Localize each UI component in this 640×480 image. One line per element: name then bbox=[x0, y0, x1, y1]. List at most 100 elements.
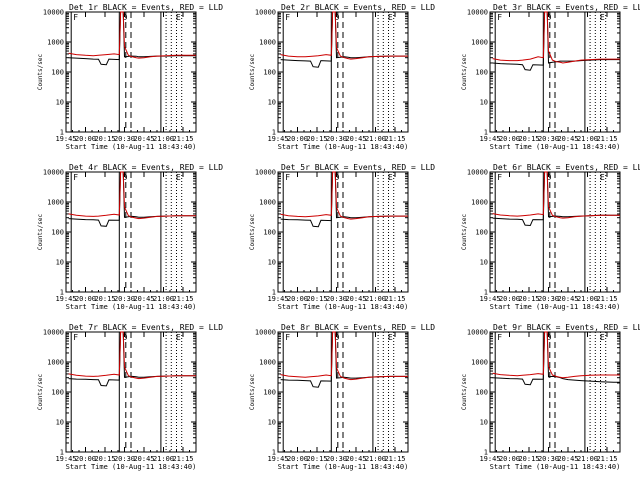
y-tick-label: 1000 bbox=[471, 199, 488, 207]
y-tick-label: 10 bbox=[480, 419, 488, 427]
x-tick-label: 20:30 bbox=[326, 295, 347, 303]
flag-mark: E bbox=[388, 173, 393, 182]
x-tick-label: 19:45 bbox=[479, 455, 500, 463]
x-tick-label: 20:30 bbox=[326, 455, 347, 463]
flag-mark: F bbox=[73, 173, 78, 182]
y-tick-label: 10000 bbox=[43, 9, 64, 17]
series-line-lld bbox=[492, 171, 620, 219]
flag-mark: F bbox=[73, 13, 78, 22]
y-tick-label: 1000 bbox=[471, 359, 488, 367]
x-axis-title: Start Time (10-Aug-11 18:43:40) bbox=[66, 463, 197, 471]
x-tick-label: 19:45 bbox=[55, 295, 76, 303]
series-line-lld bbox=[68, 331, 196, 380]
y-tick-label: 100 bbox=[51, 69, 64, 77]
chart-panel-9: Det 9r BLACK = Events, RED = LLD 1 10 100 10… bbox=[461, 323, 640, 471]
series-line-lld bbox=[492, 11, 620, 64]
chart-title: Det 1r BLACK = Events, RED = LLD bbox=[69, 3, 223, 12]
y-tick-label: 100 bbox=[51, 389, 64, 397]
y-tick-label: 100 bbox=[475, 69, 488, 77]
x-tick-label: 19:45 bbox=[55, 135, 76, 143]
y-axis-title: Counts/sec bbox=[249, 374, 256, 411]
chart-panel-7: Det 7r BLACK = Events, RED = LLD 1 10 100 10… bbox=[37, 323, 223, 471]
flag-mark: D bbox=[123, 13, 128, 22]
flag-mark: F bbox=[285, 173, 290, 182]
x-tick-label: 21:00 bbox=[365, 135, 386, 143]
y-axis-title: Counts/sec bbox=[37, 374, 44, 411]
y-tick-label: 1000 bbox=[47, 199, 64, 207]
flag-mark: D bbox=[547, 333, 552, 342]
flag-mark: D bbox=[123, 333, 128, 342]
chart-panel-4: Det 4r BLACK = Events, RED = LLD 1 10 100 10… bbox=[37, 163, 223, 311]
x-tick-label: 20:45 bbox=[557, 295, 578, 303]
y-tick-label: 1000 bbox=[259, 359, 276, 367]
y-tick-label: 10 bbox=[268, 419, 276, 427]
chart-title: Det 4r BLACK = Events, RED = LLD bbox=[69, 163, 223, 172]
y-axis-title: Counts/sec bbox=[461, 54, 468, 91]
chart-title: Det 6r BLACK = Events, RED = LLD bbox=[493, 163, 640, 172]
x-tick-label: 20:00 bbox=[287, 295, 308, 303]
y-tick-label: 1000 bbox=[471, 39, 488, 47]
x-tick-label: 20:30 bbox=[326, 135, 347, 143]
flag-mark: E bbox=[600, 173, 605, 182]
y-tick-label: 100 bbox=[51, 229, 64, 237]
x-tick-label: 20:45 bbox=[345, 295, 366, 303]
y-tick-label: 10 bbox=[56, 259, 64, 267]
x-tick-label: 21:15 bbox=[384, 455, 405, 463]
flag-mark: F bbox=[285, 13, 290, 22]
x-tick-label: 19:45 bbox=[55, 455, 76, 463]
y-tick-label: 1 bbox=[60, 449, 64, 457]
x-tick-label: 21:15 bbox=[596, 295, 617, 303]
x-tick-label: 21:00 bbox=[577, 295, 598, 303]
y-axis-title: Counts/sec bbox=[37, 214, 44, 251]
y-tick-label: 10000 bbox=[43, 169, 64, 177]
flag-mark: D bbox=[335, 333, 340, 342]
x-tick-label: 20:30 bbox=[538, 135, 559, 143]
flag-mark: E bbox=[176, 333, 181, 342]
y-tick-label: 100 bbox=[475, 229, 488, 237]
x-tick-label: 21:00 bbox=[153, 295, 174, 303]
x-tick-label: 20:15 bbox=[306, 295, 327, 303]
flag-mark: E bbox=[600, 13, 605, 22]
x-tick-label: 20:45 bbox=[133, 295, 154, 303]
x-tick-label: 20:45 bbox=[133, 455, 154, 463]
x-axis-title: Start Time (10-Aug-11 18:43:40) bbox=[66, 143, 197, 151]
x-tick-label: 20:15 bbox=[518, 455, 539, 463]
x-tick-label: 20:00 bbox=[75, 295, 96, 303]
series-line-lld bbox=[280, 171, 408, 220]
y-tick-label: 100 bbox=[263, 389, 276, 397]
x-tick-label: 21:00 bbox=[365, 295, 386, 303]
chart-panel-8: Det 8r BLACK = Events, RED = LLD 1 10 100 10… bbox=[249, 323, 435, 471]
chart-title: Det 9r BLACK = Events, RED = LLD bbox=[493, 323, 640, 332]
x-axis-title: Start Time (10-Aug-11 18:43:40) bbox=[278, 143, 409, 151]
y-tick-label: 1 bbox=[484, 289, 488, 297]
series-line-lld bbox=[68, 11, 196, 59]
y-tick-label: 10 bbox=[480, 259, 488, 267]
y-tick-label: 10 bbox=[480, 99, 488, 107]
y-tick-label: 1 bbox=[272, 129, 276, 137]
chart-title: Det 3r BLACK = Events, RED = LLD bbox=[493, 3, 640, 12]
y-tick-label: 1 bbox=[60, 289, 64, 297]
chart-title: Det 7r BLACK = Events, RED = LLD bbox=[69, 323, 223, 332]
x-tick-label: 20:15 bbox=[518, 295, 539, 303]
x-tick-label: 19:45 bbox=[267, 135, 288, 143]
y-tick-label: 10 bbox=[56, 99, 64, 107]
flag-mark: E bbox=[176, 13, 181, 22]
x-tick-label: 21:15 bbox=[172, 295, 193, 303]
flag-mark: F bbox=[497, 173, 502, 182]
x-tick-label: 20:15 bbox=[94, 295, 115, 303]
y-tick-label: 10000 bbox=[467, 9, 488, 17]
x-tick-label: 21:15 bbox=[596, 135, 617, 143]
chart-title: Det 8r BLACK = Events, RED = LLD bbox=[281, 323, 435, 332]
x-tick-label: 21:00 bbox=[153, 135, 174, 143]
flag-mark: D bbox=[547, 13, 552, 22]
chart-panel-6: Det 6r BLACK = Events, RED = LLD 1 10 100 10… bbox=[461, 163, 640, 311]
flag-mark: D bbox=[335, 173, 340, 182]
flag-mark: F bbox=[497, 333, 502, 342]
x-tick-label: 20:15 bbox=[94, 455, 115, 463]
x-tick-label: 20:45 bbox=[557, 135, 578, 143]
y-tick-label: 10000 bbox=[43, 329, 64, 337]
flag-mark: D bbox=[335, 13, 340, 22]
x-tick-label: 20:30 bbox=[538, 295, 559, 303]
y-axis-title: Counts/sec bbox=[249, 54, 256, 91]
y-tick-label: 1000 bbox=[259, 39, 276, 47]
